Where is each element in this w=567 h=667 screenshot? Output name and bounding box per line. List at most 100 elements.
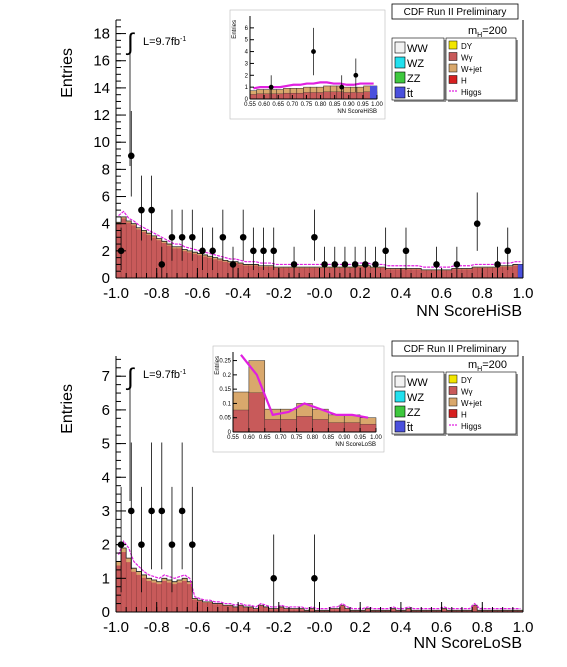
losb-banner-box bbox=[391, 340, 519, 357]
hisb-bkg-bin bbox=[349, 266, 356, 279]
hisb-bkg-bin bbox=[456, 268, 463, 279]
hisb-wjet-bin bbox=[350, 267, 356, 269]
hisb-data-point bbox=[331, 261, 339, 268]
losb-inset-wg-bin bbox=[248, 392, 265, 433]
losb-inset-wg-bin bbox=[280, 419, 297, 433]
hisb-wjet-bin bbox=[344, 267, 351, 269]
losb-inset-wg-bin bbox=[264, 419, 281, 433]
losb-bkg-bin bbox=[156, 581, 162, 613]
losb-x-title: NN ScoreLoSB bbox=[414, 635, 523, 652]
hisb-xtick-label: -0.8 bbox=[144, 285, 170, 302]
hisb-inset-wg-bin bbox=[296, 92, 304, 100]
hisb-bkg-bin bbox=[181, 249, 188, 279]
losb-bkg-bin bbox=[278, 606, 285, 613]
hisb-inset-ytick: 0 bbox=[245, 97, 249, 103]
hisb-inset-wg-bin bbox=[249, 94, 257, 100]
hisb-bkg-bin bbox=[477, 266, 483, 279]
hisb-inset-ytick: 2 bbox=[245, 73, 249, 79]
losb-wjet-bin bbox=[146, 578, 152, 582]
hisb-bkg-bin bbox=[380, 266, 386, 279]
hisb-inset-ytick: 5 bbox=[245, 38, 249, 44]
losb-bkg-bin bbox=[339, 605, 346, 613]
hisb-bkg-bin bbox=[512, 264, 519, 279]
losb-data-point bbox=[189, 541, 196, 548]
hisb-inset-wg-bin bbox=[283, 92, 291, 100]
hisb-wjet-bin bbox=[370, 267, 376, 269]
hisb-data-point bbox=[178, 233, 186, 241]
hisb-wjet-bin bbox=[334, 267, 340, 269]
hisb-wjet-bin bbox=[278, 267, 284, 269]
hisb-inset-xtick: 0.75 bbox=[301, 102, 313, 108]
hisb-bkg-bin bbox=[136, 227, 142, 279]
hisb-legend-entry: H bbox=[461, 77, 467, 86]
losb-xtick-label: 0.4 bbox=[390, 619, 411, 636]
hisb-wjet-bin bbox=[512, 264, 518, 266]
hisb-data-point bbox=[239, 233, 247, 241]
losb-bkg-bin bbox=[136, 571, 142, 613]
losb-legend-entry: DY bbox=[461, 376, 473, 385]
losb-inset-ytick: 0.05 bbox=[219, 416, 231, 422]
hisb-bkg-bin bbox=[253, 264, 259, 279]
hisb-inset-ytick: 4 bbox=[245, 50, 249, 56]
losb-inset-xtick: 0.90 bbox=[338, 435, 350, 441]
hisb-bkg-bin bbox=[273, 266, 279, 279]
hisb-xtick-label: -1.0 bbox=[103, 285, 129, 302]
hisb-bkg-bin bbox=[171, 246, 178, 279]
hisb-higgs-curve bbox=[118, 210, 521, 268]
hisb-bkg-bin bbox=[385, 268, 391, 279]
hisb-bkg-bin bbox=[487, 266, 493, 279]
losb-wjet-bin bbox=[187, 581, 193, 585]
hisb-legend-entry: ZZ bbox=[407, 73, 421, 85]
losb-legend-entry: Wγ bbox=[461, 388, 473, 397]
hisb-wjet-bin bbox=[339, 267, 345, 269]
hisb-bkg-bin bbox=[319, 266, 325, 279]
hisb-legend-swatch bbox=[394, 41, 406, 54]
losb-xtick-label: 0.8 bbox=[472, 619, 493, 636]
hisb-ytick-label: 10 bbox=[93, 134, 110, 151]
losb-inset-wg-bin bbox=[232, 409, 250, 433]
hisb-bkg-bin bbox=[405, 268, 412, 279]
losb-data-point bbox=[138, 541, 145, 548]
hisb-bkg-bin bbox=[334, 266, 341, 279]
losb-xtick-label: 0.6 bbox=[431, 619, 452, 636]
hisb-bkg-bin bbox=[131, 223, 137, 279]
hisb-x-title: NN ScoreHiSB bbox=[416, 303, 522, 320]
hisb-wjet-bin bbox=[263, 265, 269, 267]
hisb-inset-data-point bbox=[268, 84, 274, 90]
losb-mass-label: mH=200 bbox=[468, 359, 507, 373]
hisb-data-point bbox=[189, 233, 196, 241]
losb-inset-xtick: 0.80 bbox=[307, 435, 319, 441]
hisb-wjet-bin bbox=[299, 267, 305, 269]
losb-bkg-bin bbox=[232, 606, 239, 613]
hisb-inset-wg-bin bbox=[336, 91, 344, 100]
hisb-bkg-bin bbox=[156, 238, 162, 279]
hisb-inset-data-point bbox=[311, 49, 316, 54]
hisb-xtick-label: 0.6 bbox=[431, 285, 452, 302]
losb-inset-xtick: 0.55 bbox=[227, 435, 239, 441]
losb-inset-wg-bin bbox=[296, 416, 313, 433]
hisb-bkg-bin bbox=[370, 266, 376, 279]
losb-xtick-label: -0.8 bbox=[144, 619, 170, 636]
hisb-ytick-label: 6 bbox=[102, 189, 110, 206]
hisb-data-point bbox=[321, 261, 328, 268]
hisb-wjet-bin bbox=[487, 267, 493, 269]
hisb-bkg-bin bbox=[125, 220, 132, 279]
losb-bkg-bin bbox=[202, 601, 208, 613]
losb-legend-entry: Higgs bbox=[461, 422, 481, 431]
losb-ytick-label: 0 bbox=[102, 604, 110, 621]
hisb-bkg-bin bbox=[192, 251, 198, 279]
hisb-bkg-bin bbox=[217, 258, 224, 279]
losb-wjet-bin bbox=[121, 548, 127, 553]
losb-y-title: Entries bbox=[59, 384, 76, 434]
losb-inset-x-title: NN ScoreLoSB bbox=[335, 442, 376, 448]
hisb-wjet-bin bbox=[217, 258, 223, 261]
hisb-data-point bbox=[494, 261, 501, 268]
hisb-ytick-label: 4 bbox=[102, 216, 110, 233]
hisb-data-point bbox=[372, 261, 379, 268]
losb-inset-wg-bin bbox=[344, 422, 361, 433]
hisb-wjet-bin bbox=[192, 252, 198, 254]
hisb-bkg-bin bbox=[197, 253, 203, 279]
losb-legend-swatch bbox=[448, 397, 458, 407]
losb-bkg-bin bbox=[146, 578, 152, 613]
